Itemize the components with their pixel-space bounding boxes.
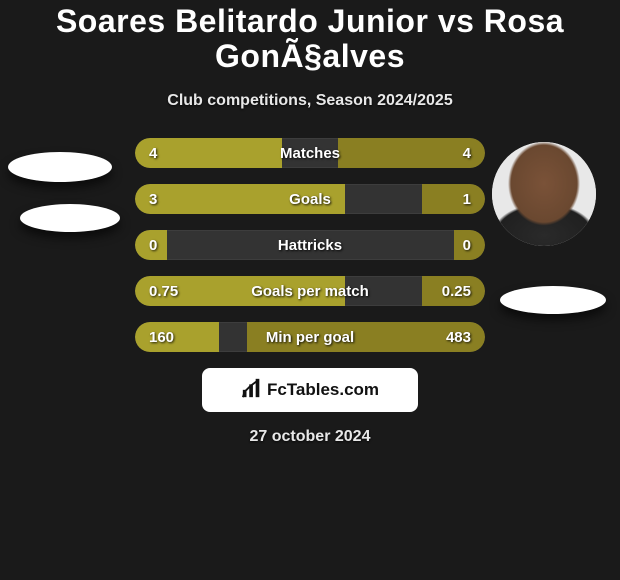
- comparison-infographic: Soares Belitardo Junior vs Rosa GonÃ§alv…: [0, 0, 620, 580]
- branding-text: FcTables.com: [267, 380, 379, 400]
- stat-value-right: 1: [463, 184, 471, 214]
- page-title: Soares Belitardo Junior vs Rosa GonÃ§alv…: [0, 4, 620, 74]
- player-left-avatar: [8, 142, 112, 246]
- bar-chart-icon: [241, 377, 263, 404]
- stat-value-left: 0: [149, 230, 157, 260]
- stat-row: 31Goals: [135, 184, 485, 214]
- player-right-avatar: [492, 142, 596, 246]
- stat-bars: 44Matches31Goals00Hattricks0.750.25Goals…: [135, 138, 485, 352]
- stat-value-right: 483: [446, 322, 471, 352]
- stat-row: 0 0Hattricks: [135, 230, 485, 260]
- stat-row: 160483Min per goal: [135, 322, 485, 352]
- stat-bar-right: [422, 184, 485, 214]
- stat-value-left: 3: [149, 184, 157, 214]
- avatar-shadow: [500, 286, 606, 314]
- stat-value-left: 4: [149, 138, 157, 168]
- stat-value-right: 0: [463, 230, 471, 260]
- stat-label: Hattricks: [135, 230, 485, 260]
- footer-date: 27 october 2024: [0, 428, 620, 446]
- stat-bar-left: [135, 184, 345, 214]
- branding-badge: FcTables.com: [202, 368, 418, 412]
- stat-row: 0.750.25Goals per match: [135, 276, 485, 306]
- player-right-face: [492, 142, 596, 246]
- stat-value-left: 160: [149, 322, 174, 352]
- stat-value-right: 4: [463, 138, 471, 168]
- stat-bar-left: [135, 322, 219, 352]
- stat-value-left: 0.75: [149, 276, 178, 306]
- page-subtitle: Club competitions, Season 2024/2025: [0, 92, 620, 110]
- stats-area: 44Matches31Goals00Hattricks0.750.25Goals…: [0, 138, 620, 352]
- stat-row: 44Matches: [135, 138, 485, 168]
- stat-value-right: 0.25: [442, 276, 471, 306]
